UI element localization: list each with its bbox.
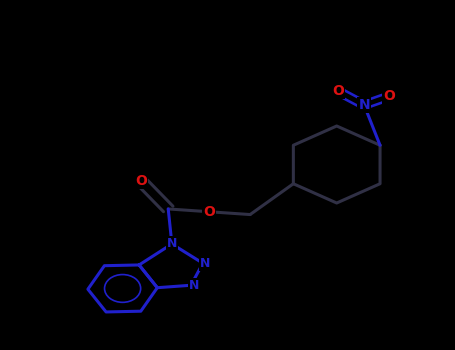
Text: N: N	[167, 237, 177, 251]
Text: N: N	[200, 257, 211, 270]
Text: O: O	[383, 89, 395, 103]
Text: N: N	[358, 98, 370, 112]
Text: N: N	[188, 279, 199, 293]
Text: O: O	[135, 174, 147, 188]
Text: O: O	[332, 84, 344, 98]
Text: O: O	[203, 205, 215, 219]
